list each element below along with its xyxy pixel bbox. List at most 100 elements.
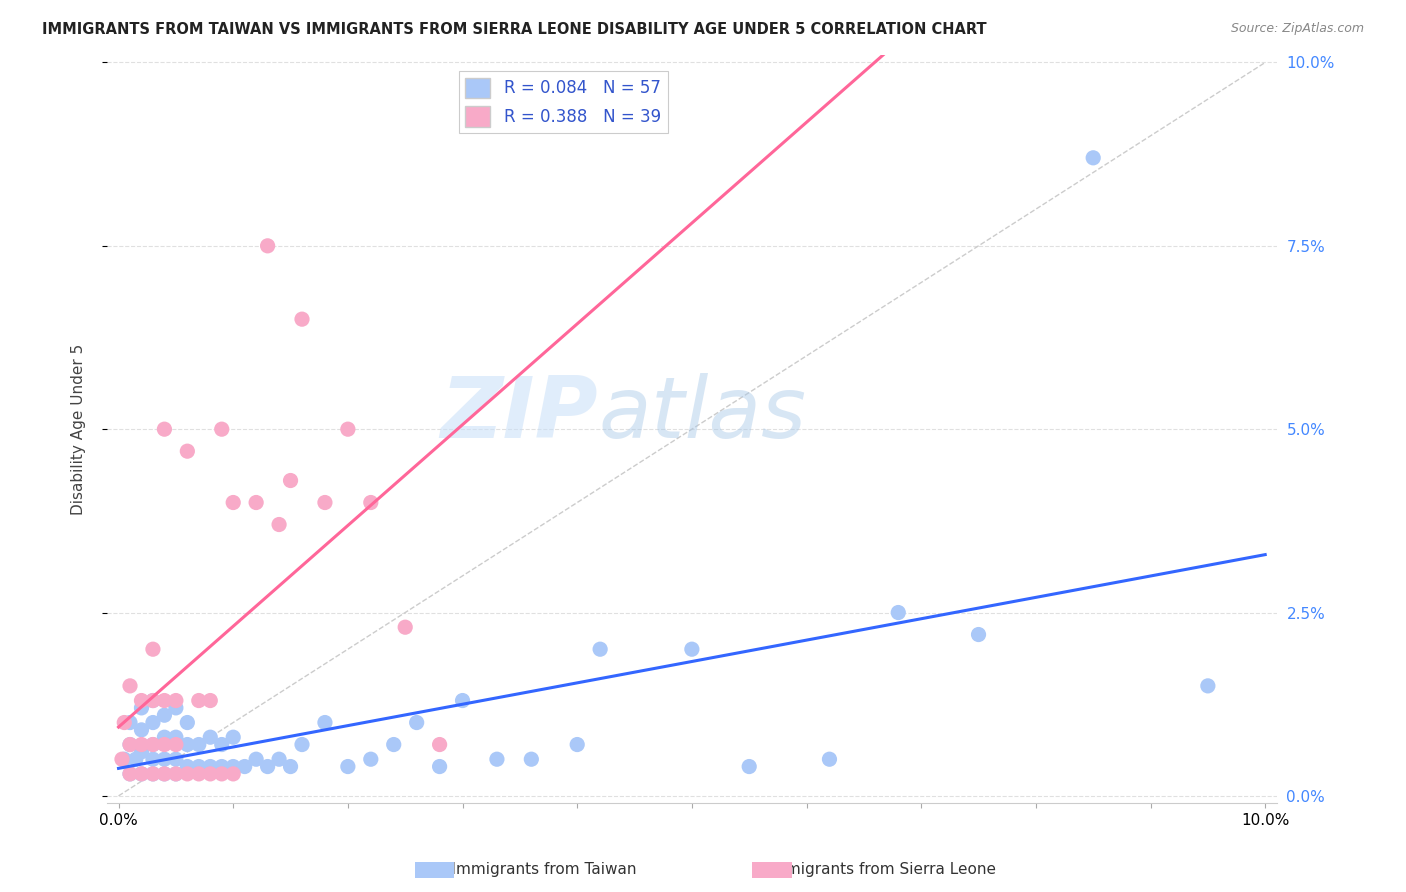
Point — [256, 759, 278, 773]
Point — [887, 606, 910, 620]
Point — [165, 693, 187, 707]
Point — [589, 642, 612, 657]
Point — [245, 752, 267, 766]
Legend: R = 0.084   N = 57, R = 0.388   N = 39: R = 0.084 N = 57, R = 0.388 N = 39 — [458, 71, 668, 133]
Point — [165, 701, 187, 715]
Point — [520, 752, 543, 766]
Point — [153, 767, 176, 781]
Point — [142, 738, 165, 752]
Point — [187, 738, 209, 752]
Point — [142, 767, 165, 781]
Point — [267, 752, 290, 766]
Point — [360, 752, 382, 766]
Point — [153, 730, 176, 744]
Point — [165, 752, 187, 766]
Point — [280, 474, 302, 488]
Point — [112, 715, 135, 730]
Text: Immigrants from Sierra Leone: Immigrants from Sierra Leone — [747, 863, 997, 877]
Point — [738, 759, 761, 773]
Point — [118, 738, 141, 752]
Point — [131, 745, 153, 759]
Point — [222, 730, 245, 744]
Point — [187, 693, 209, 707]
Point — [131, 738, 153, 752]
Point — [187, 759, 209, 773]
Text: ZIP: ZIP — [440, 373, 599, 456]
Point — [291, 738, 314, 752]
Point — [153, 752, 176, 766]
Point — [200, 759, 222, 773]
Point — [211, 422, 233, 436]
Point — [142, 767, 165, 781]
Text: Source: ZipAtlas.com: Source: ZipAtlas.com — [1230, 22, 1364, 36]
Point — [405, 715, 427, 730]
Point — [176, 444, 198, 458]
Point — [165, 730, 187, 744]
Point — [131, 723, 153, 737]
Point — [153, 738, 176, 752]
Point — [211, 738, 233, 752]
Point — [211, 759, 233, 773]
Point — [131, 767, 153, 781]
Point — [118, 767, 141, 781]
Point — [485, 752, 508, 766]
Point — [142, 738, 165, 752]
Point — [818, 752, 841, 766]
Point — [165, 767, 187, 781]
Point — [142, 715, 165, 730]
Point — [142, 693, 165, 707]
Point — [118, 679, 141, 693]
Point — [153, 767, 176, 781]
Point — [245, 495, 267, 509]
Point — [153, 708, 176, 723]
Point — [118, 715, 141, 730]
Point — [187, 767, 209, 781]
Point — [233, 759, 256, 773]
Point — [222, 759, 245, 773]
Point — [200, 693, 222, 707]
Text: atlas: atlas — [599, 373, 806, 456]
Point — [131, 767, 153, 781]
Point — [211, 767, 233, 781]
Point — [165, 767, 187, 781]
Point — [314, 715, 336, 730]
Point — [280, 759, 302, 773]
Point — [429, 738, 451, 752]
Text: Immigrants from Taiwan: Immigrants from Taiwan — [432, 863, 637, 877]
Y-axis label: Disability Age Under 5: Disability Age Under 5 — [72, 343, 86, 515]
Point — [176, 738, 198, 752]
Point — [429, 759, 451, 773]
Point — [176, 767, 198, 781]
Point — [131, 693, 153, 707]
Point — [176, 715, 198, 730]
Point — [382, 738, 405, 752]
Point — [967, 627, 990, 641]
Text: IMMIGRANTS FROM TAIWAN VS IMMIGRANTS FROM SIERRA LEONE DISABILITY AGE UNDER 5 CO: IMMIGRANTS FROM TAIWAN VS IMMIGRANTS FRO… — [42, 22, 987, 37]
Point — [567, 738, 589, 752]
Point — [142, 752, 165, 766]
Point — [200, 767, 222, 781]
Point — [256, 239, 278, 253]
Point — [131, 701, 153, 715]
Point — [1197, 679, 1219, 693]
Point — [451, 693, 474, 707]
Point — [118, 738, 141, 752]
Point — [200, 730, 222, 744]
Point — [267, 517, 290, 532]
Point — [336, 759, 359, 773]
Point — [222, 495, 245, 509]
Point — [176, 759, 198, 773]
Point — [314, 495, 336, 509]
Point — [125, 752, 148, 766]
Point — [222, 767, 245, 781]
Point — [681, 642, 703, 657]
Point — [165, 738, 187, 752]
Point — [394, 620, 416, 634]
Point — [291, 312, 314, 326]
Point — [153, 693, 176, 707]
Point — [111, 752, 134, 766]
Point — [118, 767, 141, 781]
Point — [153, 422, 176, 436]
Point — [360, 495, 382, 509]
Point — [1083, 151, 1105, 165]
